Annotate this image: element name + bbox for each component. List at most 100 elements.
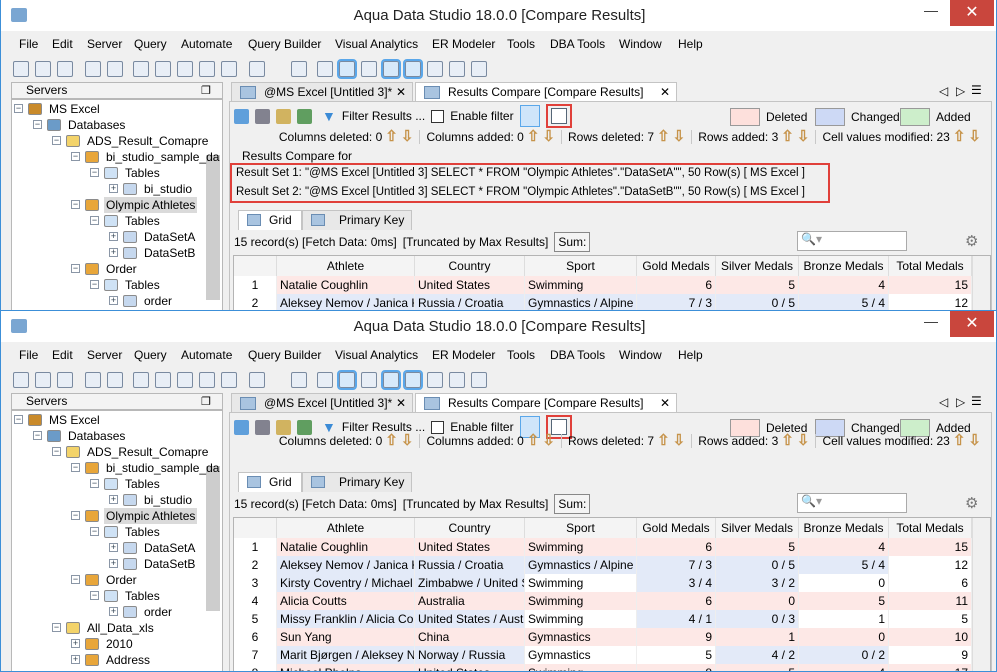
tab-list-icon[interactable]: ☰ <box>971 394 982 408</box>
grid-cell-silver-medals[interactable]: 4 / 2 <box>716 646 799 664</box>
toolbar-icon-12[interactable] <box>317 61 333 77</box>
grid-cell-bronze-medals[interactable]: 5 / 4 <box>799 556 889 574</box>
grid-cell-bronze-medals[interactable]: 4 <box>799 664 889 671</box>
tree-expander[interactable]: − <box>71 263 80 273</box>
tab-0[interactable]: @MS Excel [Untitled 3]* ✕ <box>231 393 413 413</box>
tree-item[interactable]: Databases <box>68 118 126 132</box>
tree-item[interactable]: All_Data_xls <box>87 621 154 635</box>
grid-cell-sport[interactable]: Swimming <box>525 538 637 556</box>
toolbar-icon-4[interactable] <box>107 372 123 388</box>
tree-expander[interactable]: − <box>90 590 99 600</box>
toolbar-icon-18[interactable] <box>449 372 465 388</box>
toolbar-icon-8[interactable] <box>199 61 215 77</box>
grid-cell-athlete[interactable]: Michael Phelps <box>277 664 415 671</box>
tree-expander[interactable]: + <box>109 183 118 193</box>
tree-expander[interactable]: − <box>14 103 23 113</box>
grid-cell-country[interactable]: Russia / Croatia <box>415 556 525 574</box>
grid-cell-sport[interactable]: Gymnastics <box>525 628 637 646</box>
grid-cell-gold-medals[interactable]: 6 <box>637 276 716 294</box>
grid-cell-sport[interactable]: Swimming <box>525 276 637 294</box>
column-header-sport[interactable]: Sport <box>525 256 637 276</box>
tree-expander[interactable]: − <box>71 151 80 161</box>
tree-item[interactable]: Databases <box>68 429 126 443</box>
grid-cell-bronze-medals[interactable]: 0 / 2 <box>799 646 889 664</box>
tree-expander[interactable]: − <box>71 574 80 584</box>
toolbar-icon-11[interactable] <box>291 372 307 388</box>
menu-help[interactable]: Help <box>678 348 703 362</box>
column-header-bronze-medals[interactable]: Bronze Medals <box>799 256 889 276</box>
tab-nav-right-icon[interactable]: ▷ <box>956 84 966 98</box>
grid-cell-athlete[interactable]: Kirsty Coventry / Michael Phelps <box>277 574 415 592</box>
toolbar-icon-0[interactable] <box>13 372 29 388</box>
grid-cell-total-medals[interactable]: 11 <box>889 592 972 610</box>
toolbar-icon-16[interactable] <box>403 59 423 79</box>
grid-settings-icon[interactable]: ⚙ <box>965 495 979 512</box>
toolbar-icon-13[interactable] <box>337 59 357 79</box>
grid-cell-country[interactable]: United States / Australia <box>415 610 525 628</box>
next-arrow-icon[interactable]: ⇩ <box>968 128 981 145</box>
grid-cell-bronze-medals[interactable]: 0 <box>799 628 889 646</box>
tree-item[interactable]: DataSetA <box>144 230 196 244</box>
menu-file[interactable]: File <box>19 348 39 362</box>
grid-cell-sport[interactable]: Gymnastics <box>525 646 637 664</box>
grid-cell-sport[interactable]: Swimming <box>525 610 637 628</box>
toolbar-icon-13[interactable] <box>337 370 357 390</box>
restore-panel-icon[interactable]: ❐ <box>201 396 211 408</box>
menu-query-builder[interactable]: Query Builder <box>248 37 322 51</box>
tree-expander[interactable]: − <box>71 510 80 520</box>
tree-expander[interactable]: − <box>90 478 99 488</box>
grid-cell-total-medals[interactable]: 15 <box>889 538 972 556</box>
grid-settings-icon[interactable]: ⚙ <box>965 233 979 250</box>
grid-cell-gold-medals[interactable]: 7 / 3 <box>637 294 716 310</box>
split-view-button[interactable] <box>519 416 540 438</box>
menu-er-modeler[interactable]: ER Modeler <box>432 348 496 362</box>
menu-window[interactable]: Window <box>619 348 662 362</box>
toolbar-icon-19[interactable] <box>471 61 487 77</box>
tree-expander[interactable]: + <box>109 558 118 568</box>
restore-panel-icon[interactable]: ❐ <box>201 85 211 97</box>
tree-expander[interactable]: − <box>52 622 61 632</box>
grid-cell-silver-medals[interactable]: 0 / 5 <box>716 556 799 574</box>
tree-expander[interactable]: − <box>90 167 99 177</box>
single-view-button[interactable] <box>550 419 567 435</box>
tab-nav-left-icon[interactable]: ◁ <box>939 395 949 409</box>
toolbar-icon-18[interactable] <box>449 61 465 77</box>
close-icon[interactable]: ✕ <box>950 311 994 337</box>
grid-search-input[interactable]: 🔍▾ <box>797 493 907 513</box>
grid-search-input[interactable]: 🔍▾ <box>797 231 907 251</box>
grid-cell-bronze-medals[interactable]: 1 <box>799 610 889 628</box>
column-header-bronze-medals[interactable]: Bronze Medals <box>799 518 889 538</box>
grid-tab-primary-key[interactable]: Primary Key <box>302 472 412 492</box>
grid-cell-silver-medals[interactable]: 5 <box>716 538 799 556</box>
menu-query-builder[interactable]: Query Builder <box>248 348 322 362</box>
filter-results-button[interactable]: Filter Results ... <box>341 420 426 434</box>
grid-cell-sport[interactable]: Gymnastics / Alpine Skiing <box>525 556 637 574</box>
column-header-gold-medals[interactable]: Gold Medals <box>637 256 716 276</box>
tree-item[interactable]: 2010 <box>106 637 133 651</box>
toolbar-icon-7[interactable] <box>177 61 193 77</box>
previous-arrow-icon[interactable]: ⇧ <box>526 128 540 145</box>
grid-cell-country[interactable]: Russia / Croatia <box>415 294 525 310</box>
toolbar-icon-15[interactable] <box>381 59 401 79</box>
grid-cell-gold-medals[interactable]: 7 / 3 <box>637 556 716 574</box>
previous-arrow-icon[interactable]: ⇧ <box>657 432 670 449</box>
tree-scrollbar-thumb[interactable] <box>206 466 220 611</box>
grid-cell-gold-medals[interactable]: 6 <box>637 538 716 556</box>
menu-query[interactable]: Query <box>134 37 167 51</box>
menu-server[interactable]: Server <box>87 37 123 51</box>
tree-expander[interactable]: + <box>109 494 118 504</box>
enable-filter-checkbox[interactable] <box>431 109 445 123</box>
grid-cell-total-medals[interactable]: 5 <box>889 610 972 628</box>
grid-cell-bronze-medals[interactable]: 0 <box>799 574 889 592</box>
grid-cell-total-medals[interactable]: 9 <box>889 646 972 664</box>
grid-cell-gold-medals[interactable]: 6 <box>637 592 716 610</box>
menu-automate[interactable]: Automate <box>181 37 233 51</box>
tree-item[interactable]: order <box>144 605 173 619</box>
toolbar-icon-9[interactable] <box>221 61 237 77</box>
grid-cell-athlete[interactable]: Marit Bjørgen / Aleksey Nemov <box>277 646 415 664</box>
tree-item[interactable]: MS Excel <box>49 102 100 116</box>
tree-expander[interactable]: + <box>71 654 80 664</box>
grid-cell-silver-medals[interactable]: 5 <box>716 664 799 671</box>
tab-1[interactable]: Results Compare [Compare Results] ✕ <box>415 393 677 413</box>
grid-cell-total-medals[interactable]: 6 <box>889 574 972 592</box>
